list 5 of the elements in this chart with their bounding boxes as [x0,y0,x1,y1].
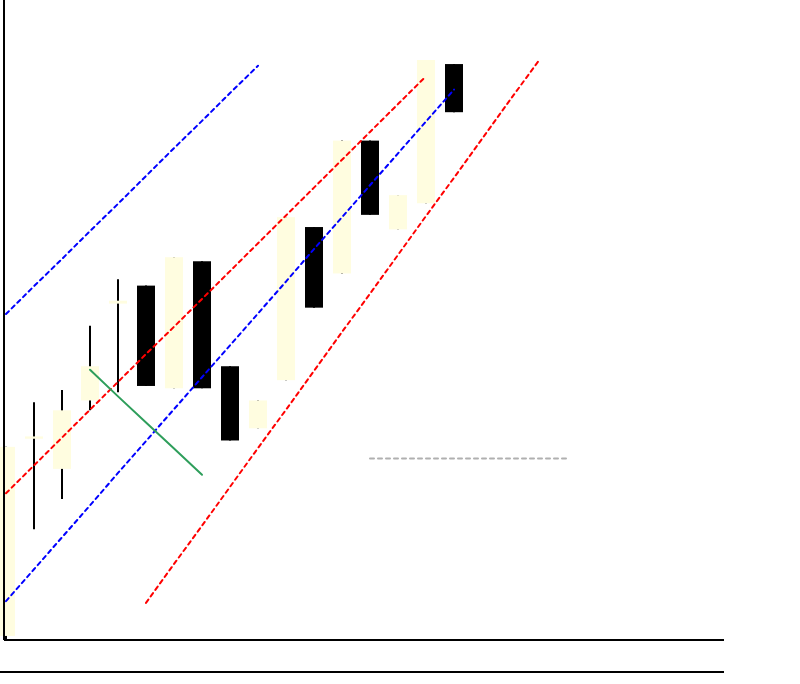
candlestick [81,324,99,412]
candlestick [109,278,127,394]
candlestick [389,194,407,231]
candlestick [25,401,43,531]
candlestick [249,399,267,430]
